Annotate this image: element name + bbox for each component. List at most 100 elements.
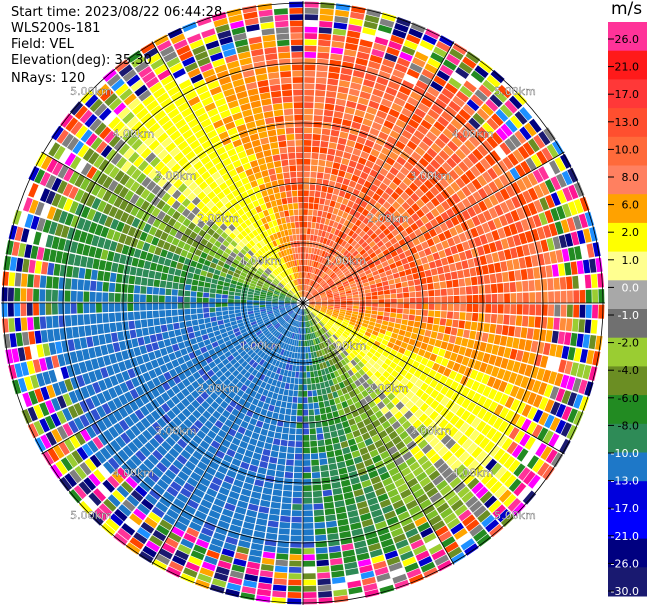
velocity-gate — [142, 164, 154, 176]
velocity-gate — [265, 436, 274, 444]
velocity-gate — [304, 14, 319, 21]
velocity-gate — [505, 198, 516, 211]
velocity-gate — [392, 219, 401, 228]
velocity-gate — [250, 543, 264, 551]
velocity-gate — [337, 285, 344, 290]
velocity-gate — [315, 184, 322, 192]
velocity-gate — [549, 251, 558, 264]
velocity-gate — [117, 107, 131, 120]
velocity-gate — [161, 440, 172, 452]
velocity-gate — [403, 145, 414, 156]
velocity-gate — [299, 365, 303, 372]
velocity-gate — [238, 262, 245, 268]
velocity-gate — [573, 198, 584, 214]
velocity-gate — [265, 321, 272, 327]
velocity-gate — [257, 387, 265, 395]
velocity-gate — [207, 445, 218, 455]
velocity-gate — [362, 373, 370, 381]
velocity-gate — [315, 299, 322, 301]
velocity-gate — [319, 14, 334, 22]
velocity-gate — [171, 296, 178, 303]
velocity-gate — [522, 280, 529, 292]
velocity-gate — [260, 291, 267, 295]
velocity-gate — [105, 443, 117, 456]
velocity-gate — [262, 104, 273, 112]
velocity-gate — [240, 230, 248, 238]
velocity-gate — [79, 500, 93, 515]
velocity-gate — [163, 425, 174, 436]
velocity-gate — [80, 129, 93, 143]
velocity-gate — [124, 235, 133, 246]
velocity-gate — [151, 421, 162, 433]
velocity-gate — [160, 249, 168, 258]
velocity-gate — [421, 460, 433, 471]
velocity-gate — [298, 291, 301, 298]
velocity-gate — [278, 528, 290, 535]
velocity-gate — [312, 484, 322, 491]
velocity-gate — [517, 145, 530, 160]
velocity-gate — [524, 256, 533, 268]
velocity-gate — [233, 236, 241, 244]
velocity-gate — [441, 161, 453, 173]
velocity-gate — [294, 127, 303, 134]
velocity-gate — [288, 318, 293, 324]
velocity-gate — [324, 325, 330, 331]
velocity-gate — [351, 482, 362, 491]
velocity-gate — [444, 105, 457, 118]
velocity-gate — [354, 401, 362, 409]
velocity-gate — [121, 293, 128, 302]
velocity-gate — [274, 322, 280, 328]
velocity-gate — [151, 466, 164, 478]
velocity-gate — [161, 392, 171, 402]
velocity-gate — [251, 369, 258, 377]
velocity-gate — [492, 164, 503, 177]
velocity-gate — [295, 321, 298, 327]
velocity-gate — [303, 472, 312, 479]
velocity-gate — [210, 538, 224, 548]
velocity-gate — [430, 197, 440, 207]
velocity-gate — [292, 396, 298, 403]
velocity-gate — [541, 147, 554, 162]
velocity-gate — [129, 412, 140, 424]
velocity-gate — [307, 285, 310, 292]
velocity-gate — [211, 245, 219, 253]
velocity-gate — [395, 140, 406, 150]
velocity-gate — [345, 252, 352, 259]
velocity-gate — [220, 231, 229, 240]
velocity-gate — [323, 116, 333, 123]
velocity-gate — [184, 303, 190, 309]
velocity-gate — [486, 117, 499, 131]
velocity-gate — [331, 576, 346, 584]
velocity-gate — [184, 177, 194, 187]
velocity-gate — [353, 356, 361, 364]
velocity-gate — [64, 213, 74, 226]
velocity-gate — [184, 62, 199, 73]
velocity-gate — [376, 526, 390, 536]
velocity-gate — [446, 455, 458, 467]
velocity-gate — [187, 192, 197, 202]
velocity-gate — [356, 353, 363, 361]
velocity-gate — [299, 309, 302, 315]
velocity-gate — [318, 350, 323, 357]
velocity-gate — [125, 379, 135, 391]
velocity-gate — [215, 24, 230, 34]
velocity-gate — [148, 226, 158, 236]
velocity-gate — [440, 434, 452, 445]
velocity-gate — [240, 296, 247, 300]
velocity-gate — [208, 415, 218, 425]
velocity-gate — [203, 312, 210, 318]
velocity-gate — [307, 295, 313, 299]
velocity-gate — [88, 151, 100, 165]
velocity-gate — [325, 160, 333, 168]
velocity-gate — [311, 383, 317, 390]
velocity-gate — [101, 416, 113, 429]
velocity-gate — [290, 358, 294, 365]
velocity-gate — [407, 280, 415, 287]
velocity-gate — [52, 382, 62, 396]
velocity-gate — [51, 397, 61, 412]
velocity-gate — [270, 318, 277, 323]
velocity-gate — [53, 145, 66, 160]
velocity-gate — [351, 286, 358, 290]
velocity-gate — [360, 33, 375, 42]
velocity-gate — [210, 392, 219, 401]
